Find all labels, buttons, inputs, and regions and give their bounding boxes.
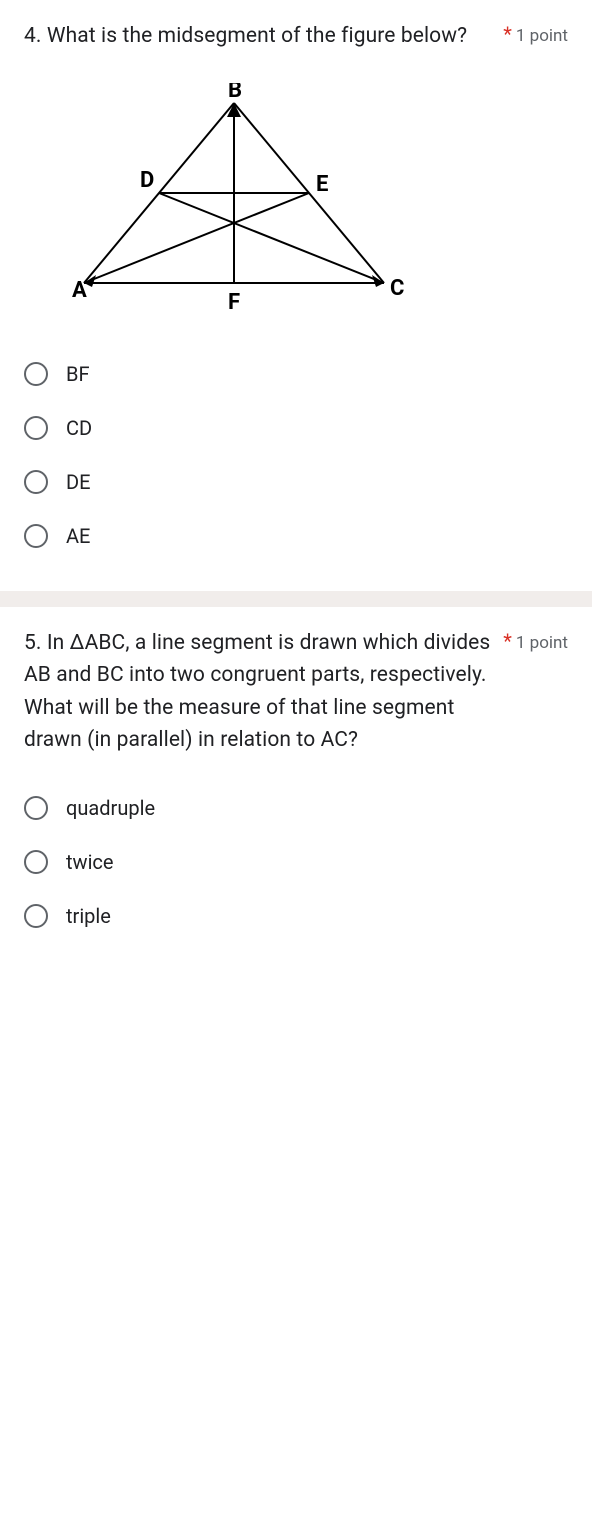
option-triple[interactable]: triple [24, 889, 568, 943]
option-de[interactable]: DE [24, 455, 568, 509]
option-label: twice [66, 850, 114, 874]
triangle-figure: A B C D E F [44, 83, 568, 317]
option-quadruple[interactable]: quadruple [24, 781, 568, 835]
q4-options: BF CD DE AE [24, 347, 568, 563]
radio-icon [24, 850, 48, 874]
points-label: * 1 point [503, 629, 568, 653]
label-a: A [72, 278, 87, 303]
required-asterisk: * [503, 629, 512, 653]
option-label: DE [66, 470, 91, 494]
label-c: C [390, 276, 404, 301]
radio-icon [24, 362, 48, 386]
triangle-svg: A B C D E F [44, 83, 424, 313]
label-e: E [316, 172, 328, 197]
question-header: 5. In ΔABC, a line segment is drawn whic… [24, 627, 568, 757]
option-bf[interactable]: BF [24, 347, 568, 401]
question-5: 5. In ΔABC, a line segment is drawn whic… [0, 607, 592, 971]
label-d: D [140, 168, 154, 193]
question-text: 5. In ΔABC, a line segment is drawn whic… [24, 627, 491, 757]
radio-icon [24, 796, 48, 820]
points-label: * 1 point [503, 22, 568, 46]
question-header: 4. What is the midsegment of the figure … [24, 20, 568, 53]
required-asterisk: * [503, 22, 512, 46]
radio-icon [24, 524, 48, 548]
points-text: 1 point [516, 26, 568, 46]
option-label: BF [66, 362, 90, 386]
radio-icon [24, 904, 48, 928]
option-label: triple [66, 904, 111, 928]
label-b: B [228, 83, 242, 103]
label-f: F [228, 290, 240, 313]
q5-options: quadruple twice triple [24, 781, 568, 943]
option-twice[interactable]: twice [24, 835, 568, 889]
question-4: 4. What is the midsegment of the figure … [0, 0, 592, 591]
radio-icon [24, 470, 48, 494]
question-text: 4. What is the midsegment of the figure … [24, 20, 491, 53]
option-label: AE [66, 524, 90, 548]
option-ae[interactable]: AE [24, 509, 568, 563]
radio-icon [24, 416, 48, 440]
option-label: CD [66, 416, 92, 440]
option-cd[interactable]: CD [24, 401, 568, 455]
option-label: quadruple [66, 796, 155, 820]
points-text: 1 point [516, 633, 568, 653]
question-divider [0, 591, 592, 607]
